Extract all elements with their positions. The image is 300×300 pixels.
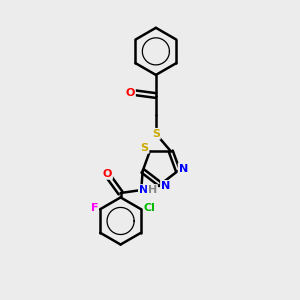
Text: S: S — [140, 143, 148, 153]
Text: O: O — [103, 169, 112, 179]
Text: N: N — [178, 164, 188, 174]
Text: H: H — [148, 185, 157, 195]
Text: Cl: Cl — [144, 203, 156, 213]
Text: F: F — [91, 203, 98, 213]
Text: N: N — [161, 181, 170, 191]
Text: N: N — [139, 185, 148, 195]
Text: S: S — [152, 129, 160, 139]
Text: O: O — [126, 88, 135, 98]
